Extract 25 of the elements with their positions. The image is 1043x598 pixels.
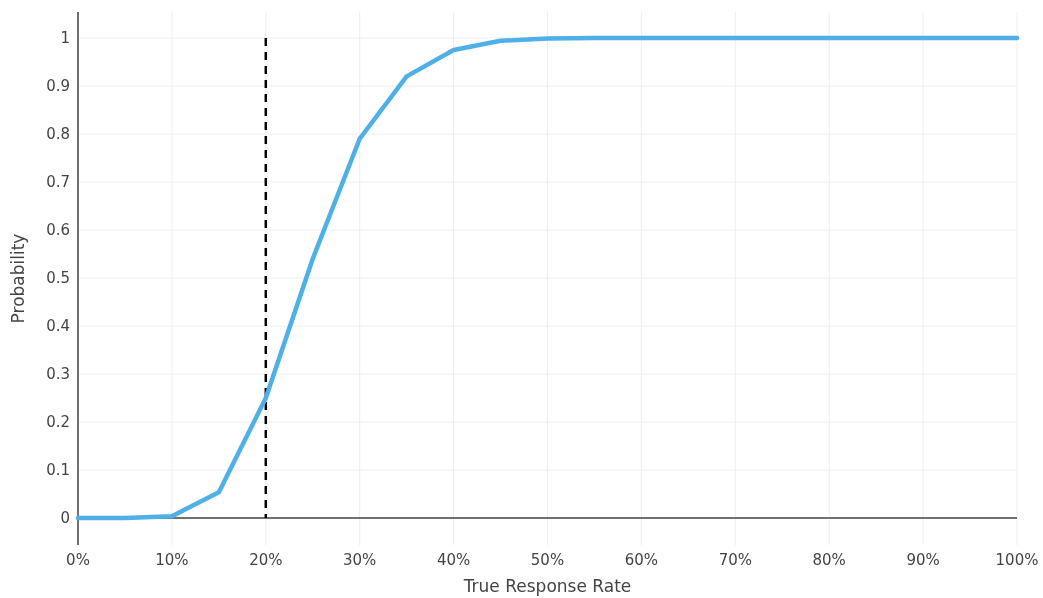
x-tick-label: 40% xyxy=(436,551,471,569)
x-tick-label: 20% xyxy=(249,551,283,569)
x-tick-label: 0% xyxy=(66,551,90,569)
y-tick-label: 0.1 xyxy=(46,461,70,480)
y-tick-label: 0.8 xyxy=(46,124,70,143)
x-tick-label: 100% xyxy=(995,551,1039,569)
x-tick-label: 90% xyxy=(906,551,940,569)
y-axis-title: Probability xyxy=(8,233,28,324)
x-tick-label: 80% xyxy=(812,551,846,569)
y-tick-label: 1 xyxy=(60,28,70,47)
x-tick-label: 30% xyxy=(343,551,377,569)
y-tick-label: 0.9 xyxy=(46,76,70,95)
y-tick-label: 0.2 xyxy=(46,413,70,432)
y-tick-label: 0.6 xyxy=(46,221,70,239)
x-tick-label: 60% xyxy=(624,551,659,569)
y-tick-label: 0.4 xyxy=(46,317,70,336)
line-series xyxy=(75,35,1020,521)
y-tick-label: 0.3 xyxy=(46,365,70,384)
x-tick-label: 50% xyxy=(530,551,565,569)
y-tick-label: 0.5 xyxy=(46,269,70,288)
x-tick-label: 10% xyxy=(155,551,189,569)
y-tick-label: 0 xyxy=(60,509,70,528)
x-axis-title: True Response Rate xyxy=(462,576,632,596)
y-tick-label: 0.7 xyxy=(46,172,70,191)
x-tick-label: 70% xyxy=(718,551,752,569)
